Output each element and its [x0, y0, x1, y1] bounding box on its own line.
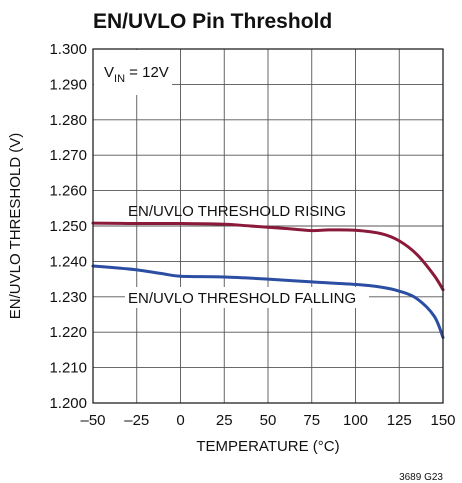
y-tick-label: 1.200: [49, 395, 87, 412]
grid: [93, 49, 443, 403]
y-axis-label: EN/UVLO THRESHOLD (V): [7, 133, 24, 319]
condition-box: [94, 50, 172, 95]
x-tick-labels: –50 –25 0 25 50 75 100 125 150: [80, 412, 455, 429]
x-tick-label: 150: [430, 412, 455, 429]
y-tick-label: 1.260: [49, 183, 87, 200]
series-label-falling-bg: [125, 287, 369, 308]
condition-sub: IN: [114, 73, 125, 85]
y-tick-label: 1.280: [49, 112, 87, 129]
x-tick-label: 100: [343, 412, 368, 429]
x-tick-label: 25: [216, 412, 233, 429]
y-tick-labels: 1.200 1.210 1.220 1.230 1.240 1.250 1.260 1.270…: [49, 41, 87, 412]
y-tick-label: 1.210: [49, 360, 87, 377]
series-lines: [91, 221, 445, 340]
y-tick-label: 1.250: [49, 218, 87, 235]
series-label-falling: EN/UVLO THRESHOLD FALLING: [128, 290, 356, 307]
chart-title: EN/UVLO Pin Threshold: [93, 10, 332, 33]
series-line-rising: [91, 221, 445, 292]
plot-frame: [92, 48, 444, 404]
x-tick-label: 125: [387, 412, 412, 429]
series-label-rising: EN/UVLO THRESHOLD RISING: [128, 203, 346, 220]
x-tick-label: 50: [260, 412, 277, 429]
x-tick-label: 75: [303, 412, 320, 429]
x-tick-label: –25: [124, 412, 149, 429]
series-line-falling: [91, 264, 445, 340]
condition-label: VIN = 12V: [104, 64, 169, 85]
y-tick-label: 1.240: [49, 253, 87, 270]
x-tick-label: 0: [176, 412, 184, 429]
y-tick-label: 1.290: [49, 76, 87, 93]
condition-rest: = 12V: [125, 64, 169, 81]
y-tick-label: 1.220: [49, 324, 87, 341]
y-tick-label: 1.270: [49, 147, 87, 164]
y-tick-label: 1.300: [49, 41, 87, 58]
x-axis-label: TEMPERATURE (°C): [196, 438, 339, 455]
condition-main: V: [104, 64, 114, 81]
y-tick-label: 1.230: [49, 289, 87, 306]
x-tick-label: –50: [80, 412, 105, 429]
figure-code: 3689 G23: [399, 472, 443, 483]
